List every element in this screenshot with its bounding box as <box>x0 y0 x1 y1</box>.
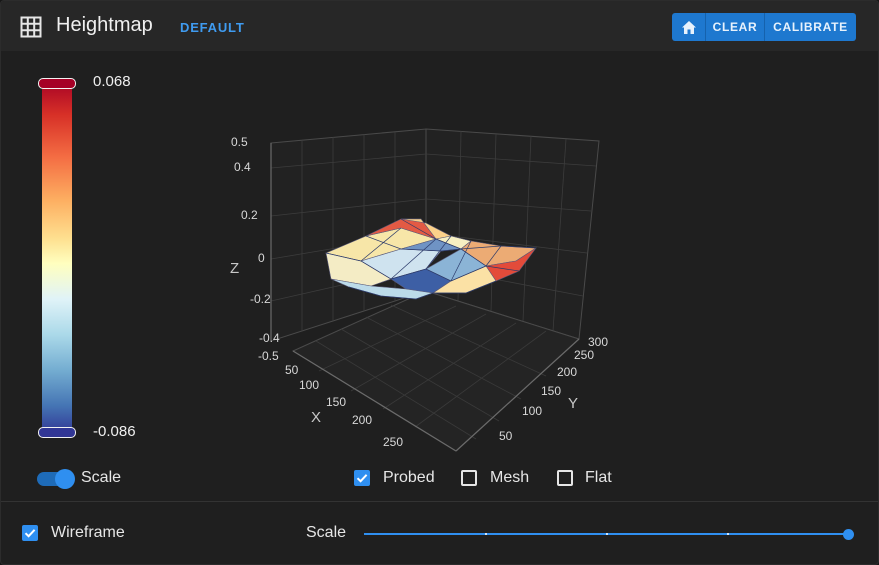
y-tick-label: 250 <box>574 348 594 362</box>
clear-button[interactable]: CLEAR <box>705 13 764 41</box>
x-axis-line <box>292 350 457 452</box>
home-icon <box>681 20 696 34</box>
flat-label: Flat <box>585 469 612 486</box>
y-tick-label: 100 <box>522 404 542 418</box>
x-axis-title: X <box>311 409 321 426</box>
floor-grid <box>315 304 547 440</box>
page-title: Heightmap <box>56 14 153 36</box>
probed-label: Probed <box>383 469 435 486</box>
legend-max-handle[interactable] <box>38 78 76 89</box>
legend-max-value: 0.068 <box>93 73 131 90</box>
colorscale-legend <box>42 79 72 434</box>
home-button[interactable] <box>672 13 705 41</box>
z-tick-label: 0.4 <box>234 160 251 174</box>
scale-toggle-label: Scale <box>81 469 122 486</box>
heightmap-3d-plot[interactable] <box>201 101 621 461</box>
y-tick-label: 200 <box>557 365 577 379</box>
legend-min-handle[interactable] <box>38 427 76 438</box>
mesh-wireframe <box>325 218 537 300</box>
z-tick-label: 0 <box>258 251 265 265</box>
profile-name[interactable]: DEFAULT <box>180 20 245 35</box>
y-tick-label: 150 <box>541 384 561 398</box>
slider-tick <box>485 533 487 535</box>
z-tick-label: 0.2 <box>241 208 258 222</box>
section-divider <box>1 501 878 502</box>
card-header: Heightmap DEFAULT CLEAR CALIBRATE <box>1 1 878 51</box>
x-tick-label: 50 <box>285 363 299 377</box>
z-tick-label: -0.2 <box>250 292 271 306</box>
x-tick-label: 150 <box>326 395 346 409</box>
check-icon <box>356 474 368 483</box>
action-button-group: CLEAR CALIBRATE <box>672 13 856 41</box>
wireframe-checkbox[interactable] <box>22 525 38 541</box>
y-tick-label: 50 <box>499 429 513 443</box>
mesh-surface <box>325 218 537 300</box>
z-tick-label: -0.4 <box>259 331 280 345</box>
wall-grid <box>270 130 597 332</box>
y-axis-line <box>455 338 580 452</box>
scale-toggle[interactable] <box>37 468 75 490</box>
mesh-checkbox[interactable] <box>461 470 477 486</box>
probed-checkbox[interactable] <box>354 470 370 486</box>
z-tick-label: 0.5 <box>231 135 248 149</box>
scale-slider-label: Scale <box>306 524 347 541</box>
z-axis-title: Z <box>230 260 239 277</box>
plot-labels: 0.5 0.4 0.2 0 -0.2 -0.4 -0.5 50 100 150 … <box>230 135 608 449</box>
check-icon <box>24 529 36 538</box>
scale-toggle-thumb <box>55 469 75 489</box>
scale-slider-thumb[interactable] <box>843 529 854 540</box>
slider-tick <box>606 533 608 535</box>
y-tick-label: 300 <box>588 335 608 349</box>
wireframe-label: Wireframe <box>51 524 125 541</box>
y-axis-title: Y <box>568 395 578 412</box>
calibrate-button[interactable]: CALIBRATE <box>764 13 856 41</box>
grid-icon <box>20 16 42 38</box>
x-tick-label: 250 <box>383 435 403 449</box>
flat-checkbox[interactable] <box>557 470 573 486</box>
z-tick-label: -0.5 <box>258 349 279 363</box>
x-tick-label: 100 <box>299 378 319 392</box>
x-tick-label: 200 <box>352 413 372 427</box>
legend-min-value: -0.086 <box>93 423 136 440</box>
slider-tick <box>727 533 729 535</box>
mesh-label: Mesh <box>490 469 530 486</box>
